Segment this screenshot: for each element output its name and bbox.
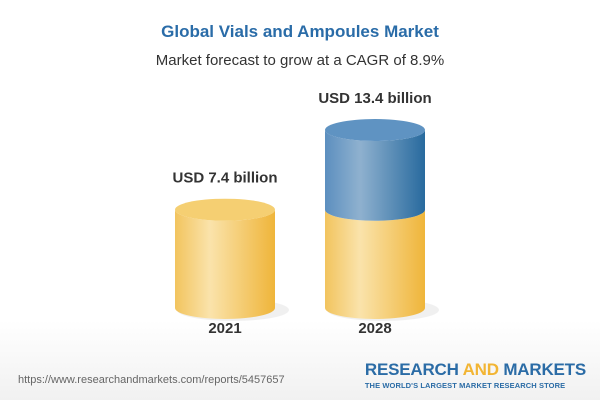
bar-2021-top — [175, 198, 275, 221]
x-tick-label: 2021 — [208, 320, 241, 337]
bar-2028-base — [325, 209, 425, 319]
research-and-markets-logo: RESEARCH AND MARKETS THE WORLD'S LARGEST… — [364, 360, 586, 390]
bar-2028-growth-top — [325, 119, 425, 141]
data-label: USD 13.4 billion — [318, 90, 431, 107]
x-tick-label: 2028 — [358, 320, 391, 337]
bar-2028-growth — [325, 130, 425, 221]
source-url[interactable]: https://www.researchandmarkets.com/repor… — [18, 374, 285, 386]
chart-title: Global Vials and Ampoules Market — [161, 22, 439, 41]
bar-2021 — [175, 209, 275, 319]
chart-subtitle: Market forecast to grow at a CAGR of 8.9… — [155, 52, 445, 69]
data-label: USD 7.4 billion — [172, 170, 277, 187]
